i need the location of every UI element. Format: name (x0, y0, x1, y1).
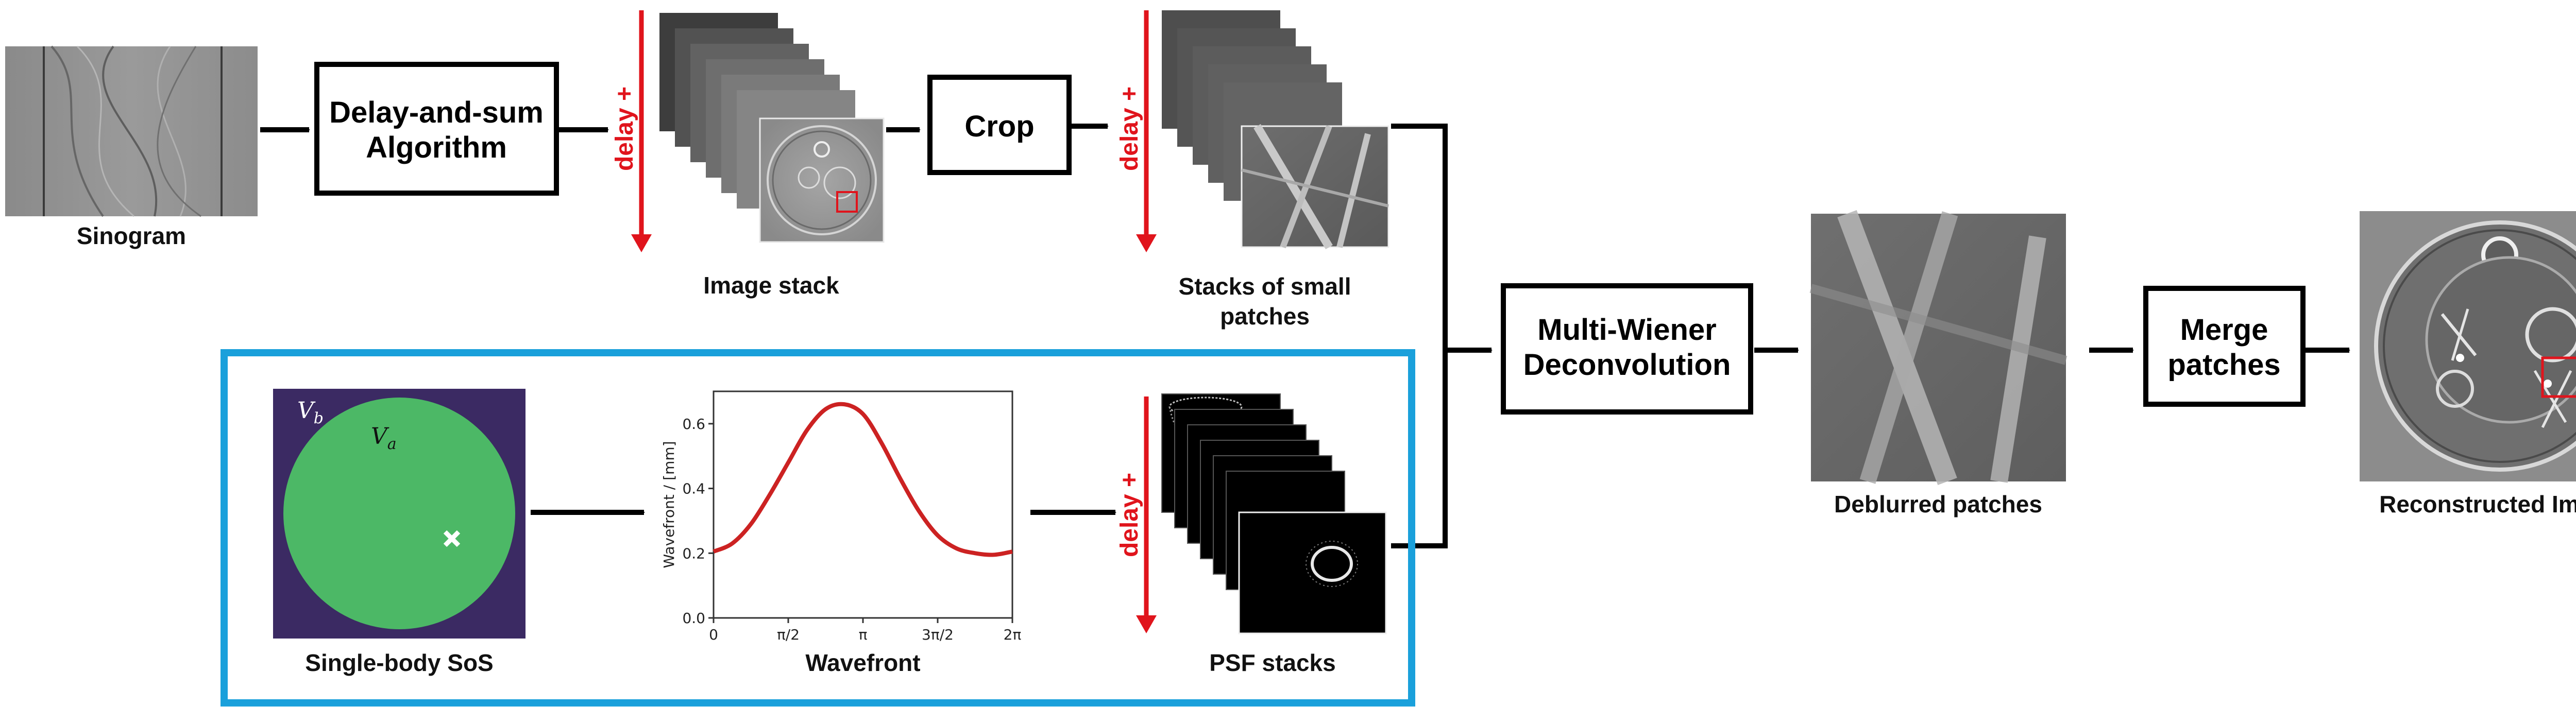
patch-front-image (1241, 124, 1389, 250)
vb-label: Vb (297, 398, 324, 427)
merge-line-1: Merge (2180, 313, 2268, 347)
wavefront-chart: 0 π/2 π 3π/2 2π 0.0 0.2 0.4 0.6 Wavefront / [mm] (660, 390, 1022, 643)
wiener-line-1: Multi-Wiener (1537, 313, 1716, 347)
delay-arrowhead-2 (1136, 234, 1157, 252)
single-body-label: Single-body SoS (305, 649, 493, 676)
das-line-2: Algorithm (366, 131, 507, 164)
patch-stack-label-1: Stacks of small (1179, 273, 1351, 300)
delay-label-3: delay + (1116, 473, 1143, 557)
delay-label-2: delay + (1116, 87, 1143, 171)
merge-line-2: patches (2167, 348, 2280, 382)
y-tick-label: 0.2 (682, 545, 705, 562)
sos-panel-frame (221, 349, 1415, 706)
delay-arrowhead-3 (1136, 615, 1157, 633)
va-label: Va (371, 423, 397, 453)
wavefront-ylabel: Wavefront / [mm] (660, 441, 677, 568)
x-tick-label: π (859, 626, 868, 643)
source-marker-icon (443, 530, 461, 547)
crop-box: Crop (927, 75, 1072, 175)
y-tick-label: 0.0 (682, 610, 705, 627)
x-tick-label: 0 (709, 626, 718, 643)
merge-patches-box: Merge patches (2143, 286, 2306, 407)
small-patch-stack (1162, 10, 1389, 250)
psf-stacks-label: PSF stacks (1209, 649, 1335, 676)
y-tick-label: 0.4 (682, 480, 705, 497)
sinogram-label: Sinogram (77, 222, 186, 249)
crop-label: Crop (964, 110, 1034, 143)
deblurred-patch-image (1809, 210, 2067, 486)
stack-front-image (759, 117, 885, 243)
multi-wiener-box: Multi-Wiener Deconvolution (1501, 283, 1753, 415)
psf-stack (1161, 393, 1387, 634)
reconstructed-label: Reconstructed Image (2379, 491, 2576, 518)
delay-and-sum-box: Delay-and-sum Algorithm (314, 62, 559, 196)
das-line-1: Delay-and-sum (329, 96, 544, 129)
sinogram-image (5, 45, 258, 217)
y-tick-label: 0.6 (682, 416, 705, 433)
connector-bracket (1391, 124, 1448, 548)
sos-map: Vb Va (273, 389, 526, 639)
image-stack (659, 13, 885, 243)
psf-front-image (1238, 511, 1387, 634)
x-tick-label: 3π/2 (922, 626, 954, 643)
wavefront-curve (713, 402, 1013, 557)
wavefront-label: Wavefront (805, 649, 920, 676)
patch-stack-label-2: patches (1220, 303, 1310, 330)
wiener-line-2: Deconvolution (1523, 348, 1731, 382)
image-stack-label: Image stack (703, 272, 839, 299)
chart-frame (713, 390, 1013, 619)
x-tick-label: π/2 (777, 626, 800, 643)
reconstructed-image (2360, 211, 2576, 481)
deblurred-label: Deblurred patches (1834, 491, 2042, 518)
delay-arrowhead-1 (631, 234, 652, 252)
x-tick-label: 2π (1004, 626, 1022, 643)
delay-label-1: delay + (611, 87, 638, 171)
